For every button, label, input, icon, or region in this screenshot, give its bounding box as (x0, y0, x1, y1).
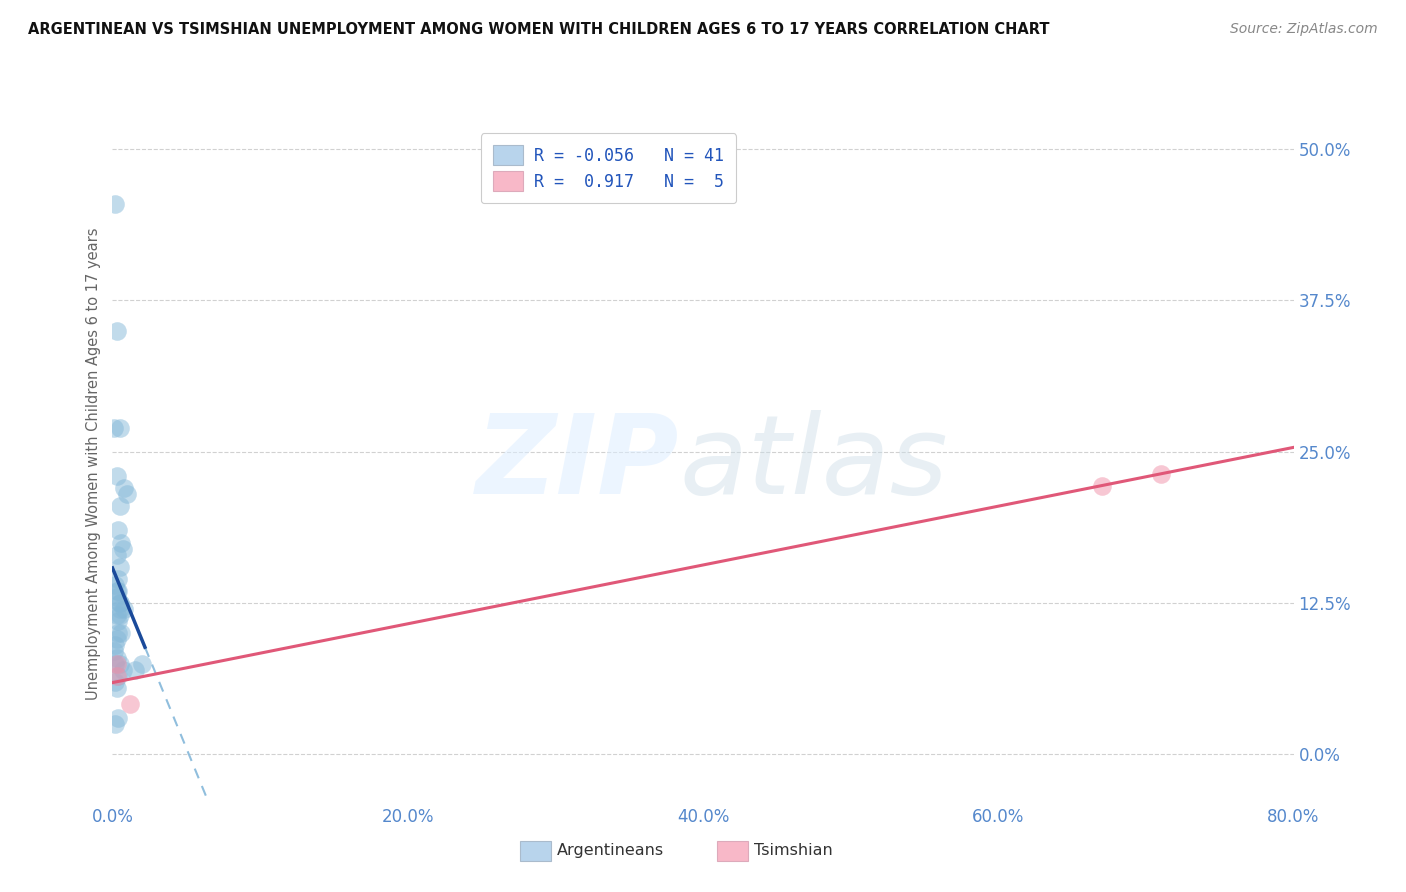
Text: ARGENTINEAN VS TSIMSHIAN UNEMPLOYMENT AMONG WOMEN WITH CHILDREN AGES 6 TO 17 YEA: ARGENTINEAN VS TSIMSHIAN UNEMPLOYMENT AM… (28, 22, 1050, 37)
Point (104, 717, 127, 731)
Point (105, 548, 128, 562)
Point (105, 608, 128, 623)
Point (107, 584, 129, 599)
Text: Argentineans: Argentineans (557, 844, 664, 858)
Point (1150, 467, 1173, 481)
Point (112, 481, 135, 495)
Point (110, 535, 132, 549)
Point (104, 674, 127, 689)
Point (107, 572, 129, 586)
Point (124, 663, 146, 677)
Point (103, 644, 125, 658)
Point (131, 657, 153, 671)
Point (105, 681, 128, 695)
Point (108, 559, 131, 574)
Point (108, 602, 131, 616)
Text: atlas: atlas (679, 410, 948, 517)
Point (1091, 478, 1114, 492)
Point (105, 584, 128, 599)
Point (108, 596, 131, 610)
Point (107, 626, 129, 640)
Y-axis label: Unemployment Among Women with Children Ages 6 to 17 years: Unemployment Among Women with Children A… (86, 227, 101, 700)
Point (107, 614, 129, 628)
Point (107, 711, 129, 725)
Point (107, 524, 129, 538)
Text: Source: ZipAtlas.com: Source: ZipAtlas.com (1230, 22, 1378, 37)
Point (108, 420, 131, 434)
Point (120, 697, 142, 711)
Point (107, 669, 129, 683)
Point (105, 469, 128, 483)
Point (108, 500, 131, 514)
Point (105, 657, 128, 671)
Point (108, 596, 131, 610)
Point (108, 608, 131, 623)
Legend: R = -0.056   N = 41, R =  0.917   N =  5: R = -0.056 N = 41, R = 0.917 N = 5 (481, 133, 735, 203)
Point (105, 590, 128, 604)
Point (105, 324, 128, 338)
Point (105, 650, 128, 665)
Point (104, 657, 127, 671)
Text: Tsimshian: Tsimshian (754, 844, 832, 858)
Point (105, 669, 128, 683)
Point (105, 632, 128, 647)
Point (110, 626, 132, 640)
Point (108, 657, 131, 671)
Point (104, 578, 127, 592)
Point (104, 196, 127, 211)
Point (111, 663, 134, 677)
Point (112, 602, 135, 616)
Point (103, 420, 125, 434)
Point (117, 487, 138, 501)
Text: ZIP: ZIP (475, 410, 679, 517)
Point (104, 639, 127, 653)
Point (111, 541, 134, 556)
